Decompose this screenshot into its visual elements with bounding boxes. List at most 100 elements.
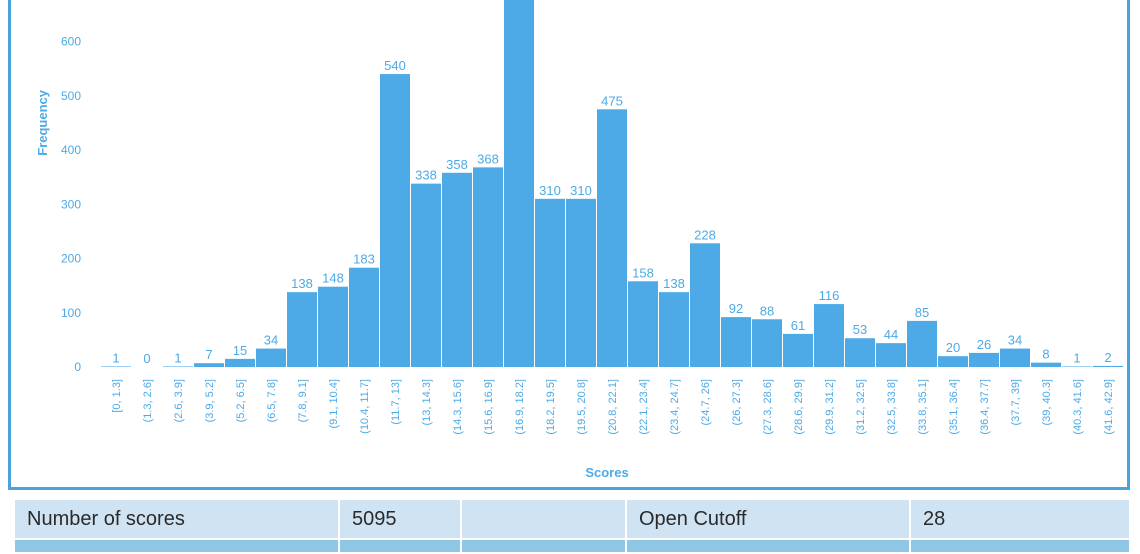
x-tick-label: (2.6, 3.9]: [173, 379, 185, 422]
histogram-bar: [907, 320, 937, 367]
data-label: 88: [760, 303, 774, 318]
stats-label-open-cutoff: Open Cutoff: [625, 498, 911, 540]
stats-row: Number of scores 5095 Open Cutoff 28: [13, 498, 1131, 540]
histogram-bar: [1031, 362, 1061, 367]
x-tick-label: (9.1, 10.4]: [328, 379, 340, 429]
histogram-bar: [752, 319, 782, 367]
stats-value-open-cutoff: 28: [909, 498, 1131, 540]
data-label: 61: [791, 318, 805, 333]
histogram-bar: [597, 109, 627, 367]
x-tick-label: (16.9, 18.2]: [514, 379, 526, 435]
data-label: 358: [446, 157, 468, 172]
data-label: 310: [570, 183, 592, 198]
data-label: 1: [174, 350, 181, 365]
data-label: 116: [819, 288, 840, 303]
x-tick-label: (19.5, 20.8]: [576, 379, 588, 435]
histogram-bar: [504, 0, 534, 367]
x-tick-label: (11.7, 13]: [390, 379, 402, 425]
x-tick-label: (13, 14.3]: [421, 379, 433, 425]
data-label: 540: [384, 58, 406, 73]
x-tick-label: (5.2, 6.5]: [235, 379, 247, 422]
x-tick-label: (3.9, 5.2]: [204, 379, 216, 422]
data-label: 338: [415, 168, 437, 183]
histogram-bar: [876, 343, 906, 367]
stats-cell: [13, 538, 340, 554]
data-label: 26: [977, 337, 991, 352]
x-tick-label: (28.6, 29.9]: [793, 379, 805, 435]
data-label: 310: [539, 183, 561, 198]
data-label: 138: [663, 276, 685, 291]
histogram-bar: [318, 286, 348, 367]
data-label: 0: [143, 351, 150, 366]
data-label: 138: [291, 276, 313, 291]
x-tick-label: (15.6, 16.9]: [483, 379, 495, 435]
histogram-bar: [566, 198, 596, 367]
x-tick-label: [0, 1.3]: [111, 379, 123, 413]
x-tick-label: (6.5, 7.8]: [266, 379, 278, 422]
x-tick-label: (41.6, 42.9]: [1103, 379, 1115, 435]
y-axis-label: Frequency: [35, 89, 50, 156]
histogram-bar: [473, 167, 503, 367]
histogram-bar: [938, 356, 968, 367]
histogram-bar: [225, 358, 255, 367]
chart-frame: 0 100 200 300 400 500 600 Frequency 1 [0, 1.3] 0 (1…: [8, 0, 1130, 490]
histogram-bar: [163, 366, 193, 367]
histogram-bar: [814, 304, 844, 367]
x-axis-label: Scores: [585, 465, 628, 480]
histogram-bar: [101, 366, 131, 367]
x-tick-label: (1.3, 2.6]: [142, 379, 154, 422]
data-label: 85: [915, 305, 929, 320]
histogram-bar: [1000, 348, 1030, 367]
y-tick-label: 400: [61, 143, 81, 157]
y-tick-label: 500: [61, 89, 81, 103]
x-tick-label: (29.9, 31.2]: [824, 379, 836, 435]
data-label: 15: [233, 343, 247, 358]
histogram-bar: [194, 363, 224, 367]
x-tick-label: (27.3, 28.6]: [762, 379, 774, 435]
histogram-bar: [628, 281, 658, 367]
stats-cell: [625, 538, 911, 554]
data-label: 53: [853, 322, 867, 337]
data-label: 34: [264, 333, 278, 348]
x-tick-label: (14.3, 15.6]: [452, 379, 464, 435]
data-label: 92: [729, 301, 743, 316]
histogram-bar: [1062, 366, 1092, 367]
histogram-bar: [349, 267, 379, 367]
histogram-bar: [721, 317, 751, 367]
stats-value-number-of-scores: 5095: [338, 498, 462, 540]
histogram-bar: [411, 183, 441, 367]
data-label: 20: [946, 340, 960, 355]
y-tick-label: 0: [74, 360, 81, 374]
stats-cell: [460, 538, 627, 554]
data-label: 44: [884, 327, 898, 342]
x-tick-label: (7.8, 9.1]: [297, 379, 309, 422]
data-label: 475: [601, 93, 623, 108]
stats-cell: [338, 538, 462, 554]
x-tick-label: (26, 27.3]: [731, 379, 743, 425]
x-tick-label: (31.2, 32.5]: [855, 379, 867, 435]
x-tick-label: (20.8, 22.1]: [607, 379, 619, 435]
stats-row: [13, 538, 1131, 554]
histogram-bar: [535, 198, 565, 367]
data-label: 34: [1008, 333, 1022, 348]
histogram-bar: [442, 172, 472, 367]
x-tick-label: (24.7, 26]: [700, 379, 712, 425]
x-tick-label: (18.2, 19.5]: [545, 379, 557, 435]
histogram-bar: [690, 243, 720, 367]
stats-table: Number of scores 5095 Open Cutoff 28: [13, 498, 1131, 554]
x-tick-label: (23.4, 24.7]: [669, 379, 681, 435]
x-tick-label: (37.7, 39]: [1010, 379, 1022, 425]
histogram-chart: 0 100 200 300 400 500 600 Frequency 1 [0, 1.3] 0 (1…: [35, 0, 1123, 480]
data-label: 1: [112, 350, 119, 365]
data-label: 228: [694, 227, 716, 242]
histogram-bar: [783, 333, 813, 367]
y-tick-label: 600: [61, 35, 81, 49]
data-label: 368: [477, 151, 499, 166]
x-tick-label: (33.8, 35.1]: [917, 379, 929, 435]
x-tick-label: (22.1, 23.4]: [638, 379, 650, 435]
data-label: 1: [1073, 350, 1080, 365]
x-tick-label: (35.1, 36.4]: [948, 379, 960, 435]
x-tick-label: (36.4, 37.7]: [979, 379, 991, 435]
stats-label-number-of-scores: Number of scores: [13, 498, 340, 540]
data-label: 8: [1042, 347, 1049, 362]
